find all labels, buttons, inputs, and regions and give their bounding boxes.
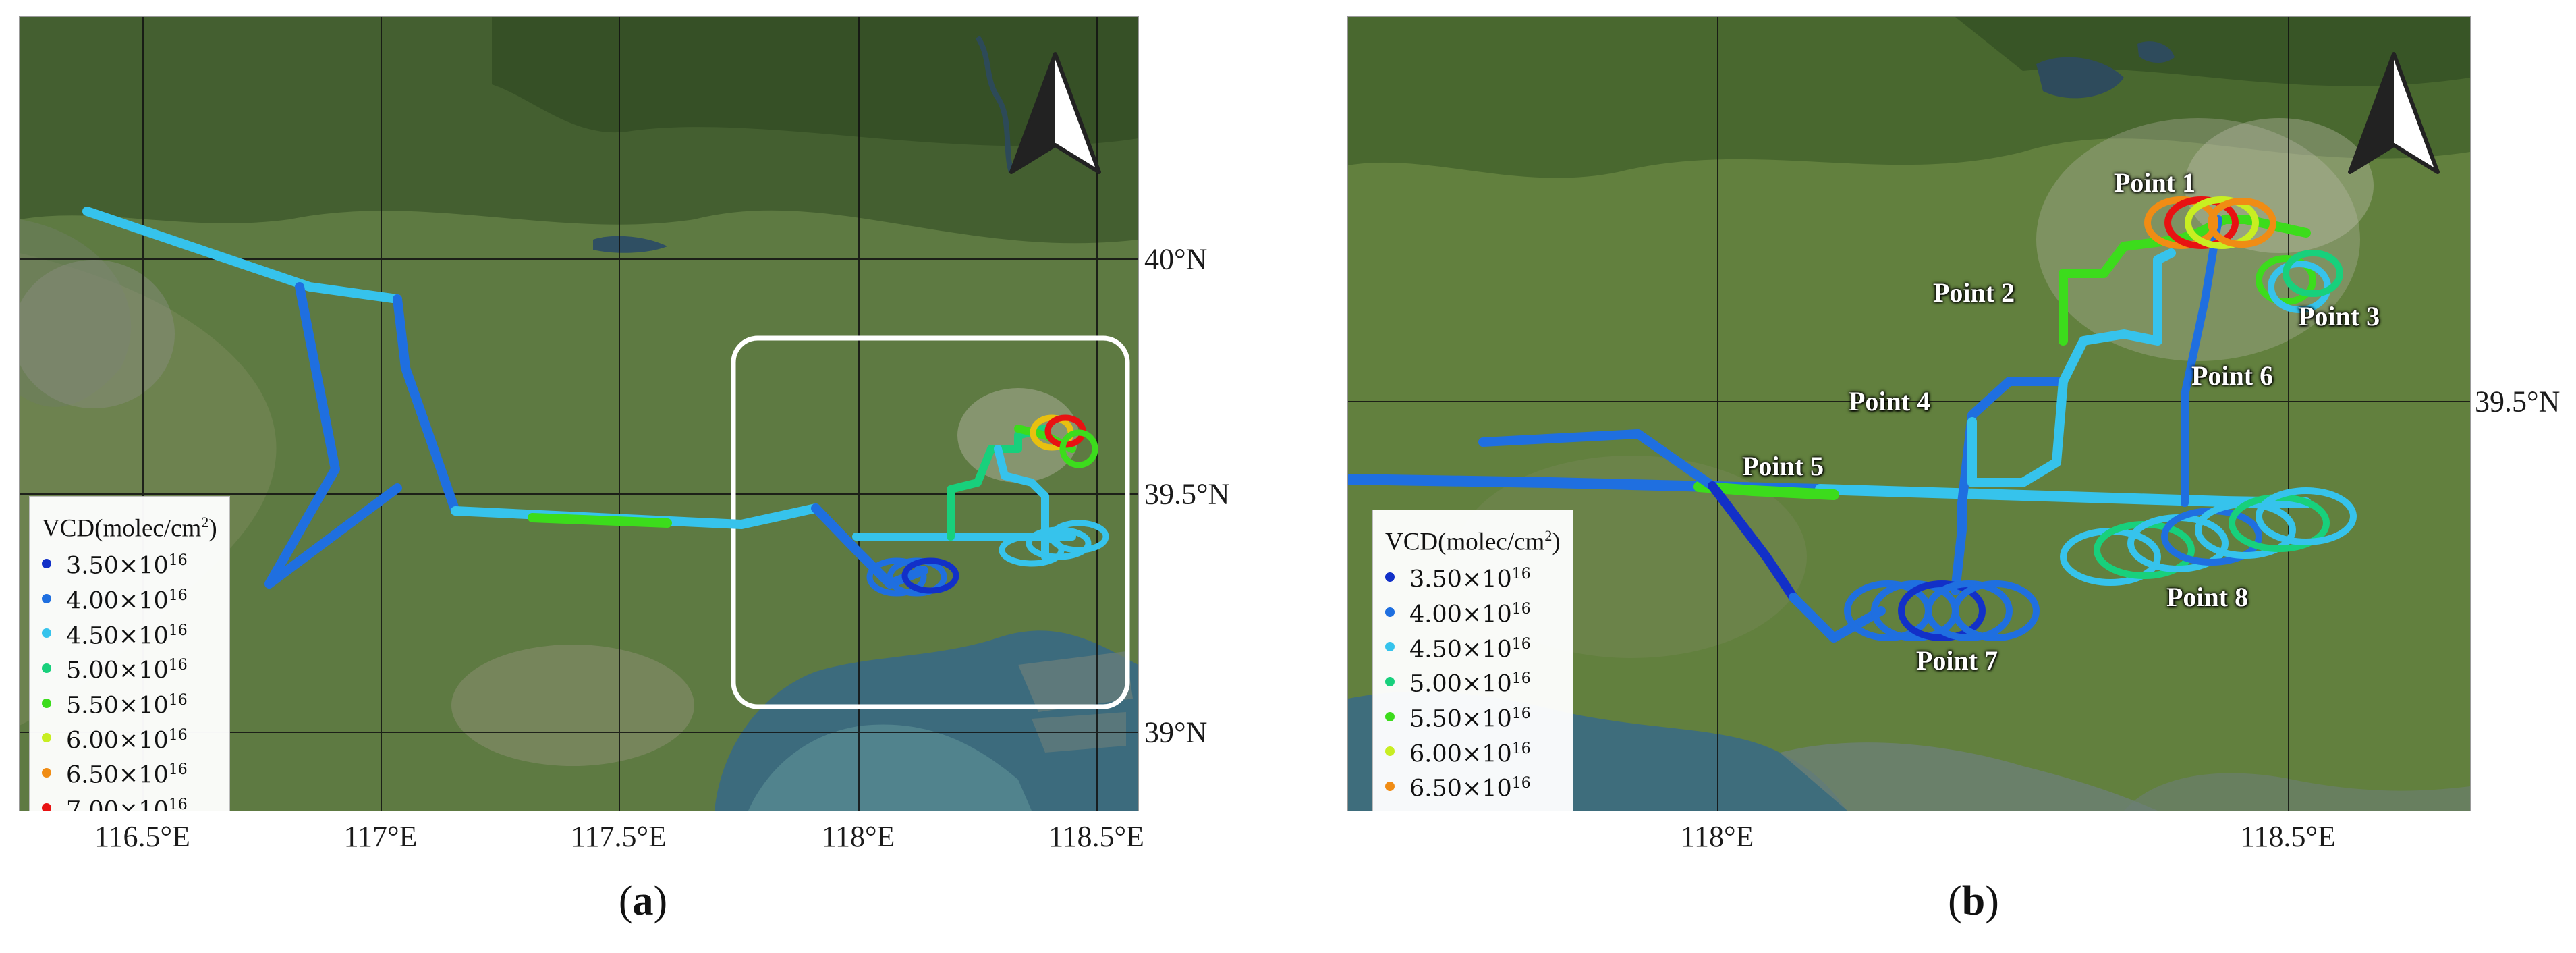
legend-value: 5.00×1016 [1409,670,1531,698]
legend-value: 4.00×1016 [1409,600,1531,628]
point-label: Point 1 [2114,167,2196,198]
legend-dot-icon [42,733,51,743]
x-tick: 118°E [1680,820,1754,853]
legend-dot-icon [42,768,51,778]
map-panel-b: Point 1 Point 2 Point 3 Point 4 Point 5 … [1347,16,2471,811]
legend-item: 4.00×1016 [42,581,217,616]
x-tick: 118°E [821,820,895,853]
satellite-map-a [20,17,1138,811]
legend-value: 5.50×1016 [66,691,188,719]
legend-item: 7.00×1016 [1385,804,1561,811]
legend-value: 3.50×1016 [66,552,188,580]
y-tick: 40°N [1144,242,1208,276]
legend-dot-icon [42,802,51,811]
legend-value: 5.50×1016 [1409,705,1531,733]
legend-item: 4.00×1016 [1385,595,1561,630]
legend-value: 6.00×1016 [1409,740,1531,768]
legend-dot-icon [1385,607,1395,617]
legend-item: 6.50×1016 [1385,769,1561,804]
point-label: Point 5 [1742,451,1824,481]
legend-item: 5.50×1016 [42,686,217,721]
point-label: Point 3 [2298,301,2380,331]
caption-b: (b) [1948,878,1999,924]
legend-item: 5.00×1016 [1385,664,1561,699]
legend-b: VCD(molec/cm2) 3.50×1016 4.00×1016 4.50×10… [1372,510,1573,811]
legend-dot-icon [1385,782,1395,792]
point-label: Point 6 [2191,360,2274,391]
legend-value: 6.50×1016 [1409,775,1531,802]
legend-value: 3.50×1016 [1409,566,1531,593]
legend-dot-icon [42,698,51,708]
legend-dot-icon [1385,642,1395,652]
legend-value: 5.00×1016 [66,657,188,684]
point-label: Point 7 [1916,645,1998,676]
legend-dot-icon [1385,711,1395,721]
legend-value: 4.00×1016 [66,587,188,615]
legend-item: 6.00×1016 [42,721,217,756]
legend-dot-icon [42,559,51,569]
legend-value: 4.50×1016 [66,622,188,650]
map-panel-a: VCD(molec/cm2) 3.50×1016 4.00×1016 4.50×10… [19,16,1139,811]
x-tick: 118.5°E [1048,820,1144,853]
legend-value: 4.50×1016 [1409,635,1531,663]
legend-title: VCD(molec/cm2) [1385,527,1561,556]
y-tick: 39.5°N [1144,477,1230,511]
legend-item: 3.50×1016 [42,546,217,581]
legend-item: 5.00×1016 [42,651,217,686]
legend-value: 6.00×1016 [66,726,188,755]
legend-value: 7.00×1016 [66,796,188,811]
legend-a: VCD(molec/cm2) 3.50×1016 4.00×1016 4.50×10… [29,496,230,811]
point-label: Point 8 [2166,582,2249,612]
legend-item: 5.50×1016 [1385,699,1561,734]
north-arrow-icon [1009,52,1101,174]
legend-item: 3.50×1016 [1385,560,1561,595]
point-label: Point 2 [1933,277,2015,308]
x-tick: 117.5°E [571,820,667,853]
y-tick: 39.5°N [2475,385,2560,418]
x-tick: 117°E [343,820,418,853]
legend-title: VCD(molec/cm2) [42,514,217,543]
legend-item: 6.50×1016 [42,755,217,790]
legend-value: 7.00×1016 [1409,804,1531,811]
legend-dot-icon [42,628,51,638]
x-tick: 116.5°E [94,820,190,853]
y-tick: 39°N [1144,715,1208,749]
caption-a: (a) [618,878,668,924]
legend-item: 4.50×1016 [1385,630,1561,665]
north-arrow-icon [2348,52,2440,174]
legend-dot-icon [1385,746,1395,757]
x-tick: 118.5°E [2240,820,2336,853]
legend-item: 6.00×1016 [1385,734,1561,769]
legend-dot-icon [1385,572,1395,582]
legend-dot-icon [1385,677,1395,687]
legend-dot-icon [42,663,51,674]
survey-loops-b [1844,196,2357,641]
legend-item: 4.50×1016 [42,616,217,651]
legend-value: 6.50×1016 [66,761,188,789]
point-label: Point 4 [1849,386,1931,416]
graticule [1348,17,2470,811]
legend-dot-icon [42,593,51,603]
survey-loops-a [866,414,1109,597]
legend-item: 7.00×1016 [42,790,217,811]
